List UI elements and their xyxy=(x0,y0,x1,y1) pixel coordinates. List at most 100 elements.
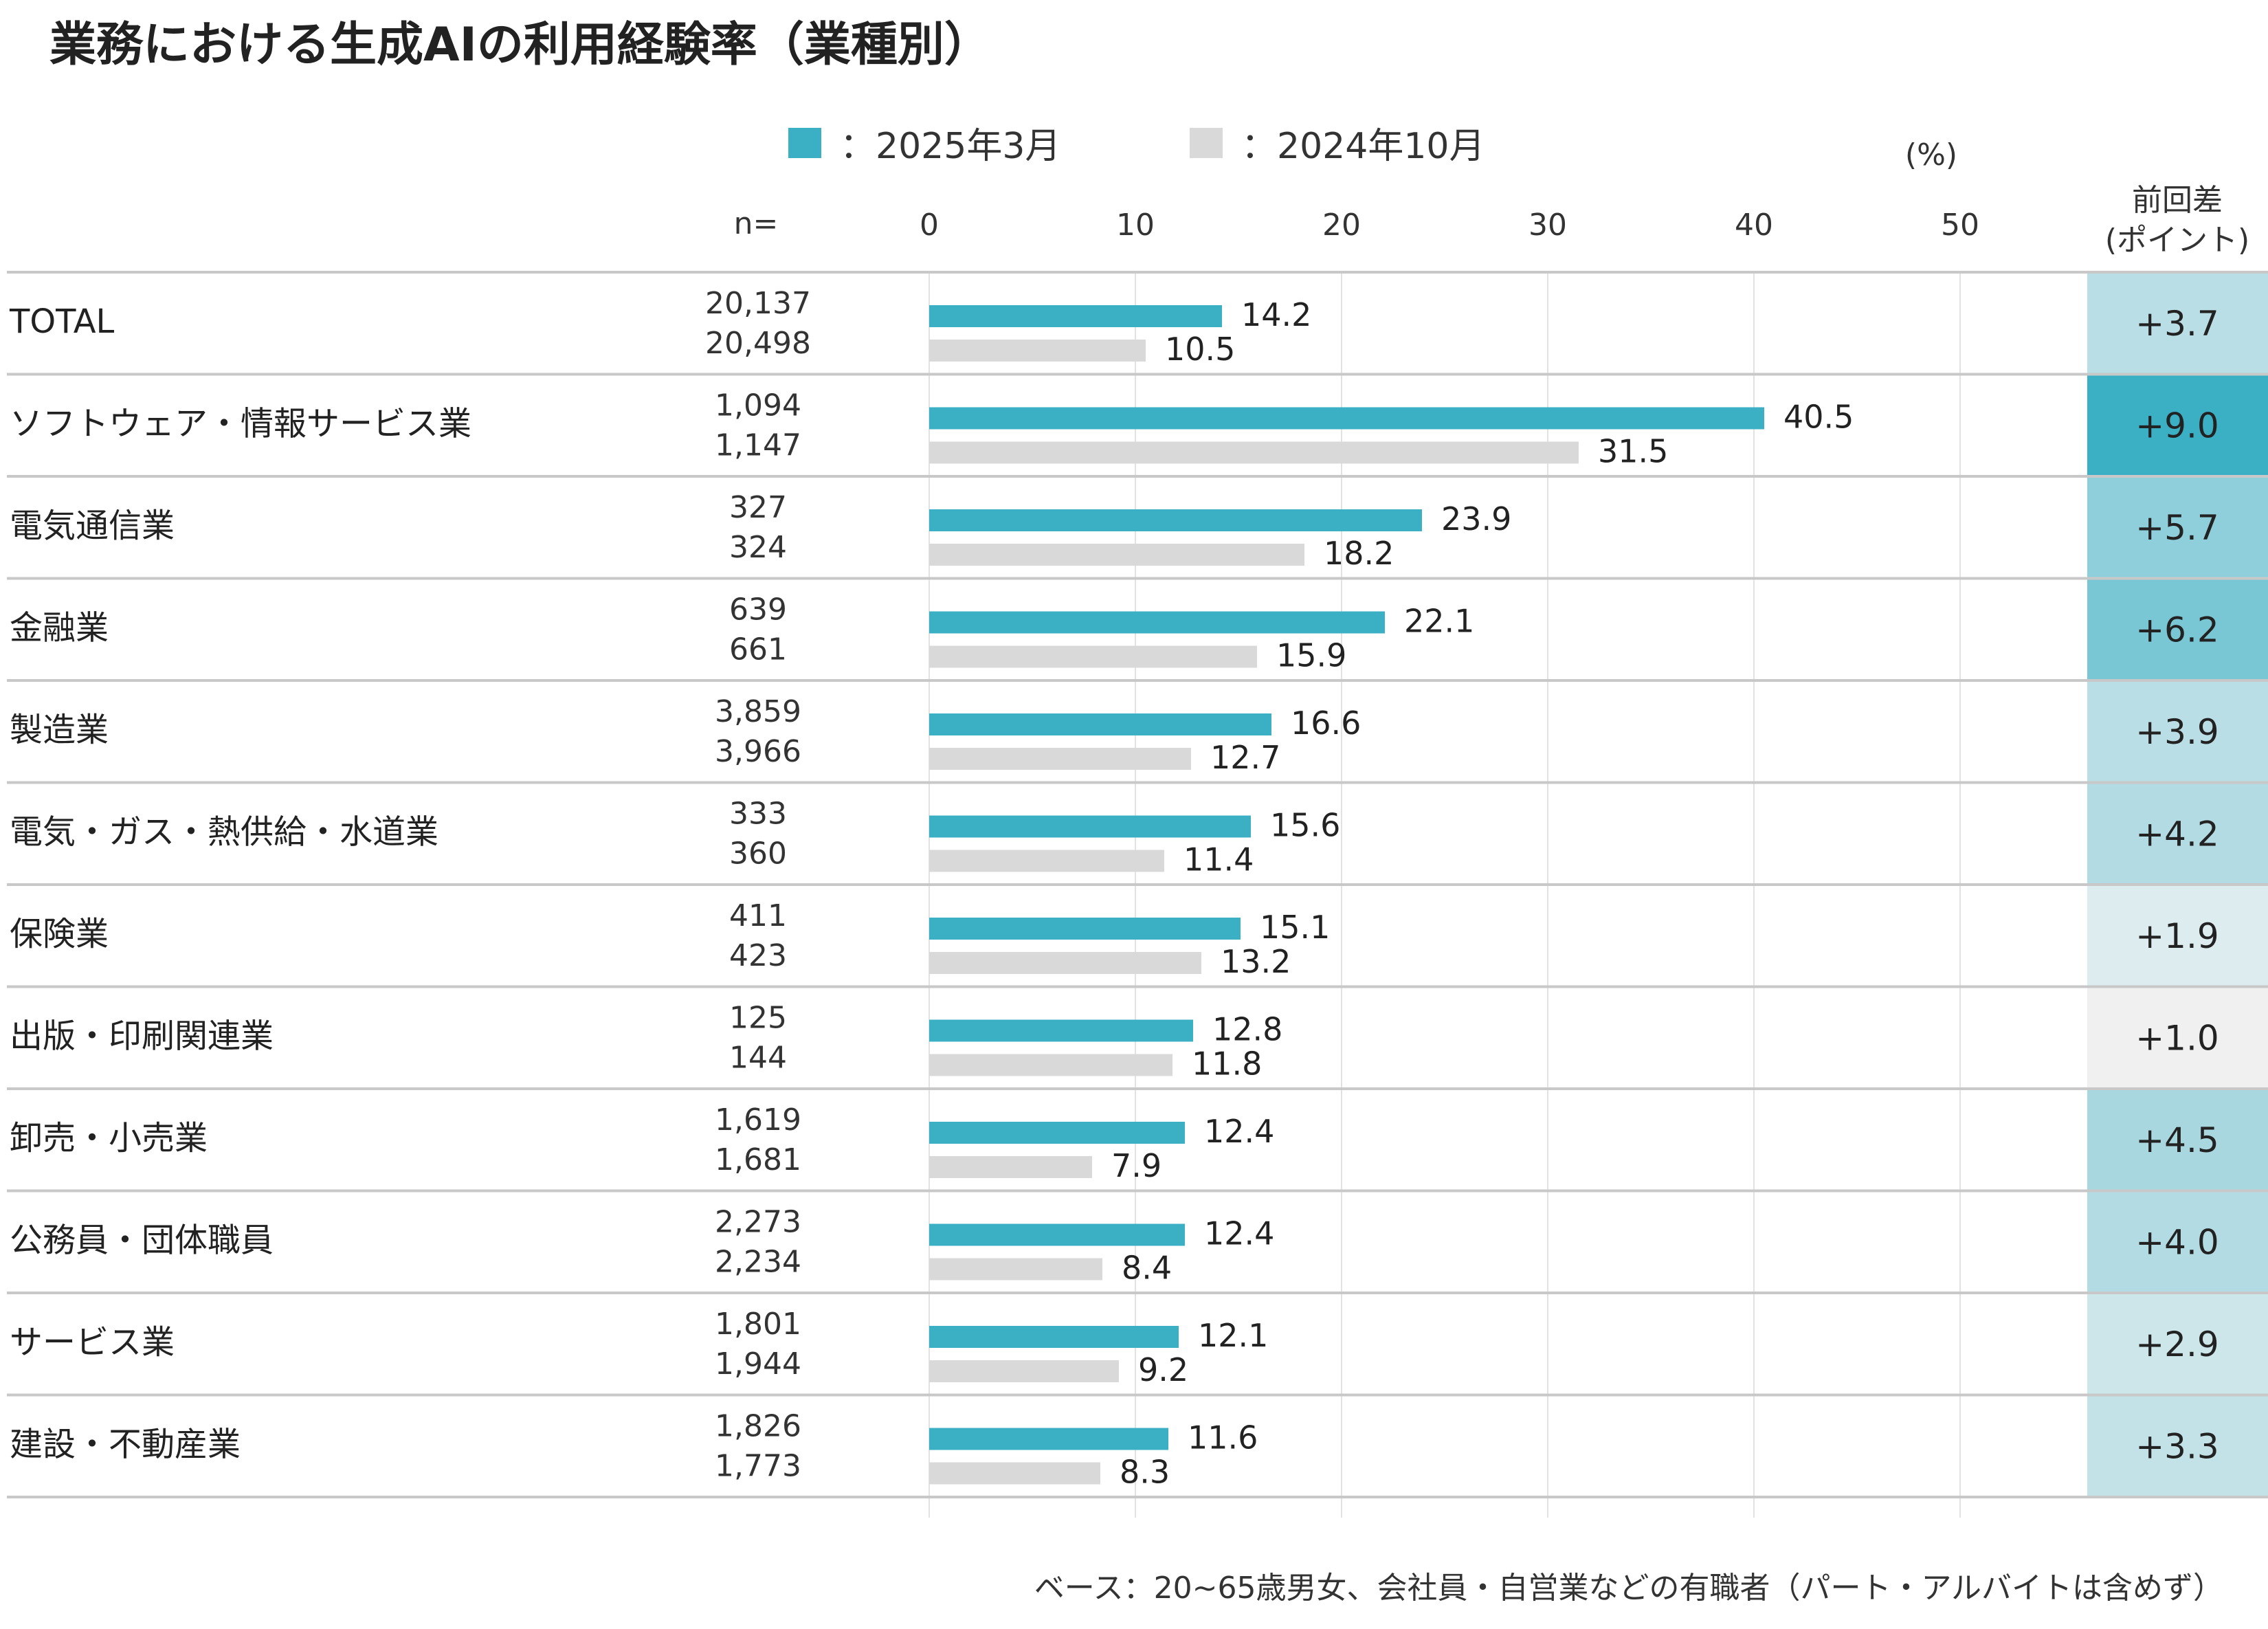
value-label-2024: 31.5 xyxy=(1598,433,1668,470)
value-label-2024: 7.9 xyxy=(1111,1147,1161,1184)
value-label-2025: 12.1 xyxy=(1198,1317,1268,1354)
bar-2025 xyxy=(929,815,1251,838)
bar-2024 xyxy=(929,340,1146,362)
row-0: TOTAL 20,137 20,498 14.210.5 +3.7 xyxy=(7,271,2268,374)
diff-cell xyxy=(2087,1395,2268,1496)
row-4: 製造業 3,859 3,966 16.6 12.7 +3.9 xyxy=(7,679,2268,782)
diff-cell xyxy=(2087,1089,2268,1190)
diff-header-line1: 前回差 xyxy=(2132,183,2223,218)
diff-value: +3.3 xyxy=(2135,1427,2219,1467)
n-value-2025: 1,826 xyxy=(715,1409,801,1444)
category-label: 建設・不動産業 xyxy=(10,1426,241,1464)
x-axis-ticks: 0 10 20 30 40 50 xyxy=(920,208,1979,243)
row-11: 建設・不動産業 1,826 1,773 11.6 8.3 +3.3 xyxy=(7,1393,2268,1496)
n-value-2024: 144 xyxy=(729,1041,787,1076)
footnote: ベース：20~65歳男女、会社員・自営業などの有職者（パート・アルバイトは含めず… xyxy=(1034,1571,2223,1606)
category-label: 卸売・小売業 xyxy=(10,1119,208,1157)
category-label: 公務員・団体職員 xyxy=(10,1221,274,1260)
value-label-2025: 15.6 xyxy=(1270,807,1340,844)
row-7: 出版・印刷関連業 125 144 12.811.8 +1.0 xyxy=(7,985,2268,1088)
n-value-2024: 661 xyxy=(729,632,787,667)
row-8: 卸売・小売業 1,619 1,681 12.4 7.9 +4.5 xyxy=(7,1087,2268,1190)
bar-2025 xyxy=(929,407,1764,430)
row-1: ソフトウェア・情報サービス業 1,094 1,147 40.5 31.5 +9.0 xyxy=(7,373,2268,476)
n-value-2024: 1,773 xyxy=(715,1449,801,1484)
bar-2025 xyxy=(929,713,1271,735)
n-value-2024: 1,147 xyxy=(715,428,801,463)
x-tick-label-10: 10 xyxy=(1116,208,1155,243)
diff-cell xyxy=(2087,579,2268,680)
bar-2024 xyxy=(929,544,1304,566)
value-label-2024: 10.5 xyxy=(1165,331,1235,368)
n-header: n= xyxy=(734,206,779,241)
bar-2024 xyxy=(929,748,1191,770)
n-value-2025: 125 xyxy=(729,1001,787,1036)
legend-swatch-2025 xyxy=(788,128,821,158)
rows: TOTAL 20,137 20,498 14.210.5 +3.7 ソフトウェア・情報サー… xyxy=(7,271,2268,1498)
n-value-2025: 1,801 xyxy=(715,1307,801,1342)
n-value-2025: 1,094 xyxy=(715,388,801,423)
diff-value: +4.5 xyxy=(2135,1120,2219,1160)
bar-2025 xyxy=(929,611,1385,634)
value-label-2025: 12.8 xyxy=(1212,1011,1282,1048)
legend-label-2024: ：2024年10月 xyxy=(1241,126,1485,167)
x-tick-label-50: 50 xyxy=(1941,208,1979,243)
bar-2024 xyxy=(929,1360,1119,1382)
value-label-2025: 14.2 xyxy=(1241,296,1311,333)
n-value-2024: 324 xyxy=(729,530,787,565)
value-label-2024: 8.4 xyxy=(1122,1250,1172,1287)
value-label-2025: 11.6 xyxy=(1188,1419,1258,1456)
diff-value: +1.0 xyxy=(2135,1019,2219,1059)
diff-cell xyxy=(2087,885,2268,986)
category-label: TOTAL xyxy=(9,302,115,341)
bar-2024 xyxy=(929,850,1164,872)
legend-swatch-2024 xyxy=(1190,128,1223,158)
n-value-2025: 411 xyxy=(729,898,787,933)
value-label-2024: 18.2 xyxy=(1324,535,1394,572)
bar-2025 xyxy=(929,509,1422,531)
x-tick-label-40: 40 xyxy=(1735,208,1773,243)
bar-2024 xyxy=(929,1054,1172,1076)
diff-value: +6.2 xyxy=(2135,610,2219,650)
n-value-2025: 1,619 xyxy=(715,1102,801,1138)
category-label: 出版・印刷関連業 xyxy=(10,1017,274,1056)
bar-2024 xyxy=(929,1156,1092,1178)
n-value-2025: 3,859 xyxy=(715,694,801,729)
unit-label: (%) xyxy=(1905,137,1957,173)
value-label-2024: 11.8 xyxy=(1192,1045,1262,1083)
diff-value: +2.9 xyxy=(2135,1325,2219,1364)
n-value-2025: 20,137 xyxy=(705,286,811,321)
value-label-2025: 40.5 xyxy=(1783,399,1854,436)
value-label-2025: 23.9 xyxy=(1441,500,1511,538)
row-9: 公務員・団体職員 2,273 2,234 12.4 8.4 +4.0 xyxy=(7,1189,2268,1292)
bar-2024 xyxy=(929,1462,1100,1485)
value-label-2025: 12.4 xyxy=(1204,1113,1274,1150)
x-tick-label-20: 20 xyxy=(1322,208,1361,243)
row-5: 電気・ガス・熱供給・水道業 333 360 15.6 11.4 +4.2 xyxy=(7,781,2268,884)
diff-cell xyxy=(2087,681,2268,782)
n-value-2025: 333 xyxy=(729,797,787,832)
bar-2024 xyxy=(929,645,1257,668)
diff-value: +1.9 xyxy=(2135,916,2219,956)
category-label: 製造業 xyxy=(10,711,109,749)
row-2: 電気通信業 327 324 23.9 18.2 +5.7 xyxy=(7,475,2268,578)
n-value-2024: 1,681 xyxy=(715,1142,801,1177)
diff-cell xyxy=(2087,273,2268,374)
diff-cell xyxy=(2087,987,2268,1088)
bar-2024 xyxy=(929,952,1201,974)
bar-2025 xyxy=(929,1223,1185,1246)
row-3: 金融業 639 661 22.1 15.9 +6.2 xyxy=(7,577,2268,680)
value-label-2024: 11.4 xyxy=(1183,841,1254,878)
x-tick-label-30: 30 xyxy=(1528,208,1567,243)
bar-2024 xyxy=(929,441,1579,464)
n-value-2025: 2,273 xyxy=(715,1205,801,1240)
bar-2025 xyxy=(929,1428,1168,1450)
n-value-2024: 2,234 xyxy=(715,1245,801,1280)
category-label: 金融業 xyxy=(10,609,109,647)
chart-title: 業務における生成AIの利用経験率（業種別） xyxy=(49,18,991,72)
value-label-2025: 12.4 xyxy=(1204,1215,1274,1252)
bar-2024 xyxy=(929,1258,1102,1281)
bar-2025 xyxy=(929,1326,1179,1348)
diff-value: +3.7 xyxy=(2135,304,2219,344)
diff-cell xyxy=(2087,375,2268,476)
